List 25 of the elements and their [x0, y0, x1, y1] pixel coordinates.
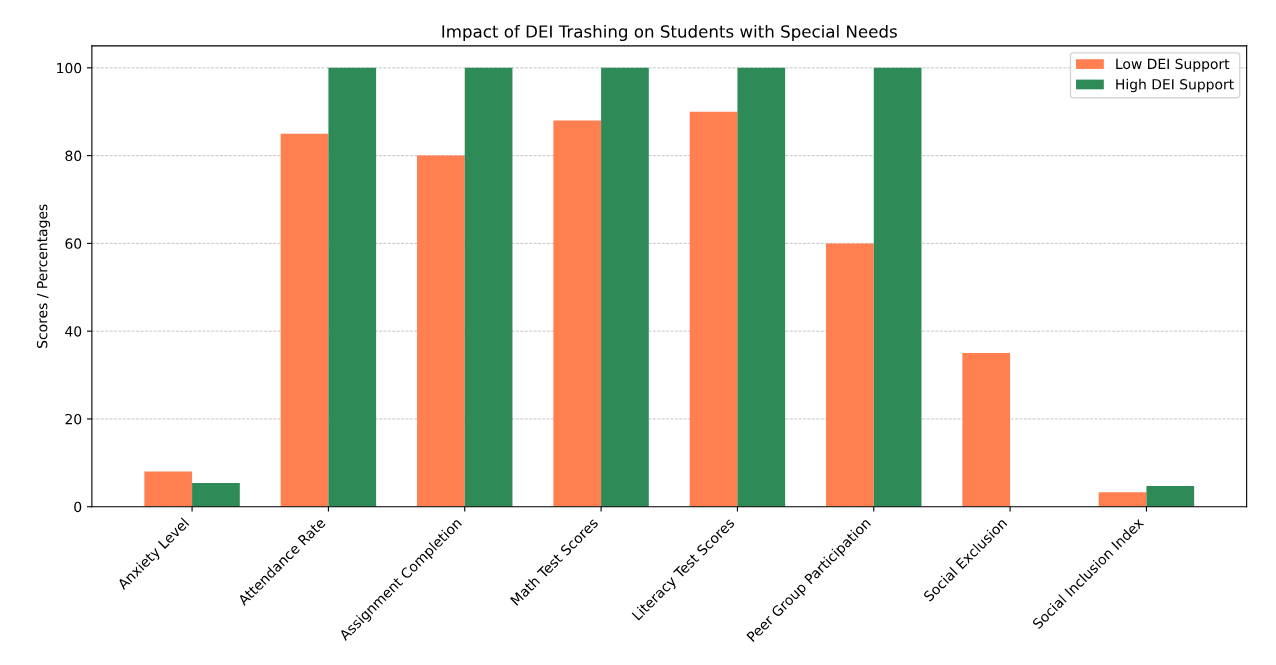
chart-title: Impact of DEI Trashing on Students with Special Needs [442, 24, 897, 42]
bar [689, 111, 738, 507]
y-tick-label: 100 [57, 62, 82, 74]
bar [464, 67, 513, 507]
y-tick-label: 0 [74, 501, 82, 513]
bar [1146, 486, 1195, 507]
bar [601, 67, 649, 507]
y-tick-label: 20 [65, 413, 82, 425]
bar [962, 353, 1011, 507]
y-axis-title: Scores / Percentages [36, 204, 51, 348]
bar [553, 120, 602, 507]
bar [280, 133, 329, 507]
legend-label: High DEI Support [1116, 78, 1234, 93]
bar [192, 483, 240, 507]
bar [826, 243, 874, 507]
y-tick-label: 80 [65, 150, 82, 162]
bar [737, 67, 786, 507]
y-tick-label: 40 [65, 326, 82, 337]
bar [328, 67, 377, 507]
legend-label: Low DEI Support [1116, 58, 1230, 72]
bar [1098, 492, 1147, 507]
bar [417, 155, 465, 507]
bar [873, 67, 922, 507]
bar [144, 471, 193, 507]
y-tick-label: 60 [65, 238, 82, 249]
